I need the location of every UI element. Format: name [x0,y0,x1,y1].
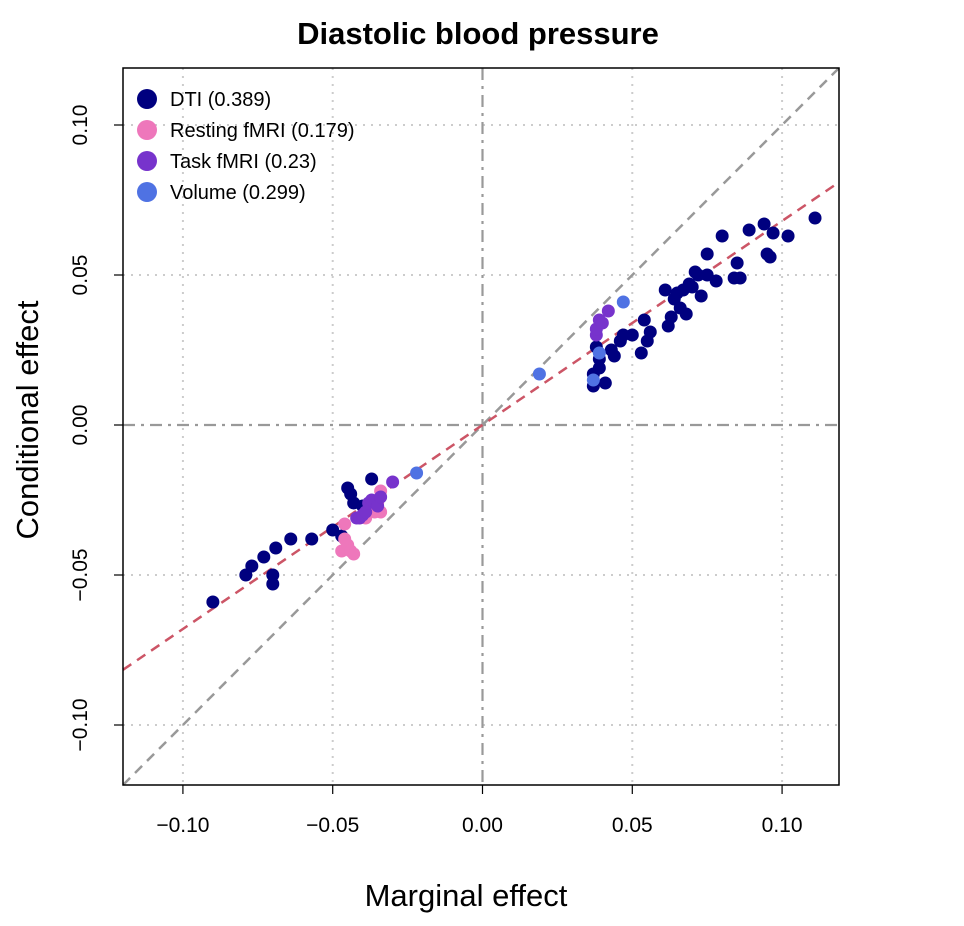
x-axis: −0.10 −0.05 0.00 0.05 0.10 [156,785,803,837]
data-point [643,325,657,339]
data-point [616,295,630,309]
series-group [410,295,630,480]
data-point [266,568,280,582]
y-tick-label: 0.10 [69,105,92,146]
data-point [763,250,777,264]
data-point [766,226,780,240]
data-point [338,517,352,531]
data-point [386,475,400,489]
data-point [245,559,259,573]
data-point [658,283,672,297]
data-point [679,307,693,321]
data-point [269,541,283,555]
data-point [595,316,609,330]
data-point [206,595,220,609]
data-point [616,328,630,342]
data-point [781,229,795,243]
y-tick-label: 0.05 [69,255,92,296]
reference-lines [122,67,840,786]
x-axis-label: Marginal effect [365,878,568,913]
y-tick-label: 0.00 [69,405,92,446]
data-point [347,547,361,561]
data-point [305,532,319,546]
data-point [532,367,546,381]
x-tick-label: 0.05 [612,814,653,837]
data-point [685,280,699,294]
data-point [586,373,600,387]
data-point [808,211,822,225]
y-axis-label: Conditional effect [10,300,45,539]
x-tick-label: −0.10 [156,814,209,837]
data-point [592,346,606,360]
legend-label: Resting fMRI (0.179) [170,120,355,142]
data-point [709,274,723,288]
chart-title: Diastolic blood pressure [297,16,659,51]
data-point [601,304,615,318]
legend: DTI (0.389) Resting fMRI (0.179) Task fMRI… [137,89,355,204]
legend-label: DTI (0.389) [170,89,271,111]
data-point [664,310,678,324]
data-point [266,577,280,591]
data-point [637,313,651,327]
x-tick-label: 0.00 [462,814,503,837]
data-point [691,268,705,282]
legend-marker [137,182,157,202]
data-point [374,490,388,504]
data-point [607,349,621,363]
legend-marker [137,120,157,140]
data-points [206,211,822,609]
data-point [598,376,612,390]
data-point [625,328,639,342]
x-tick-label: 0.10 [762,814,803,837]
series-group [350,304,615,525]
data-point [715,229,729,243]
legend-label: Task fMRI (0.23) [170,151,317,173]
x-tick-label: −0.05 [306,814,359,837]
data-point [257,550,271,564]
data-point [757,217,771,231]
legend-marker [137,89,157,109]
data-point [700,247,714,261]
plot-frame [122,67,840,786]
data-point [730,256,744,270]
data-point [742,223,756,237]
data-point [592,361,606,375]
fit-line [122,181,840,671]
data-point [634,346,648,360]
legend-marker [137,151,157,171]
y-tick-label: −0.05 [69,548,92,601]
data-point [365,472,379,486]
y-tick-label: −0.10 [69,698,92,751]
data-point [733,271,747,285]
data-point [410,466,424,480]
data-point [694,289,708,303]
data-point [284,532,298,546]
y-axis: −0.10 −0.05 0.00 0.05 0.10 [69,105,123,752]
legend-label: Volume (0.299) [170,182,306,204]
